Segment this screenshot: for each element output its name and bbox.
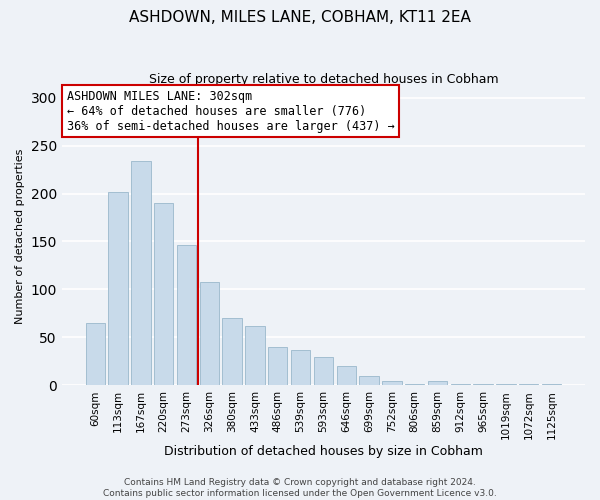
Text: ASHDOWN MILES LANE: 302sqm
← 64% of detached houses are smaller (776)
36% of sem: ASHDOWN MILES LANE: 302sqm ← 64% of deta… bbox=[67, 90, 395, 132]
Bar bbox=[291, 350, 310, 386]
Bar bbox=[245, 326, 265, 386]
Bar bbox=[405, 384, 424, 386]
Text: Contains HM Land Registry data © Crown copyright and database right 2024.
Contai: Contains HM Land Registry data © Crown c… bbox=[103, 478, 497, 498]
Bar bbox=[337, 366, 356, 386]
Bar bbox=[268, 347, 287, 386]
Bar bbox=[519, 384, 538, 386]
Bar bbox=[473, 384, 493, 386]
Bar bbox=[223, 318, 242, 386]
Text: ASHDOWN, MILES LANE, COBHAM, KT11 2EA: ASHDOWN, MILES LANE, COBHAM, KT11 2EA bbox=[129, 10, 471, 25]
Bar bbox=[428, 382, 447, 386]
Bar bbox=[200, 282, 219, 386]
Bar bbox=[177, 246, 196, 386]
Bar bbox=[359, 376, 379, 386]
Bar bbox=[109, 192, 128, 386]
Bar bbox=[154, 203, 173, 386]
Bar bbox=[86, 323, 105, 386]
Title: Size of property relative to detached houses in Cobham: Size of property relative to detached ho… bbox=[149, 72, 498, 86]
Bar bbox=[542, 384, 561, 386]
Bar bbox=[314, 356, 333, 386]
Bar bbox=[382, 382, 401, 386]
Y-axis label: Number of detached properties: Number of detached properties bbox=[15, 149, 25, 324]
Bar bbox=[496, 384, 515, 386]
Bar bbox=[131, 161, 151, 386]
Bar bbox=[451, 384, 470, 386]
X-axis label: Distribution of detached houses by size in Cobham: Distribution of detached houses by size … bbox=[164, 444, 483, 458]
